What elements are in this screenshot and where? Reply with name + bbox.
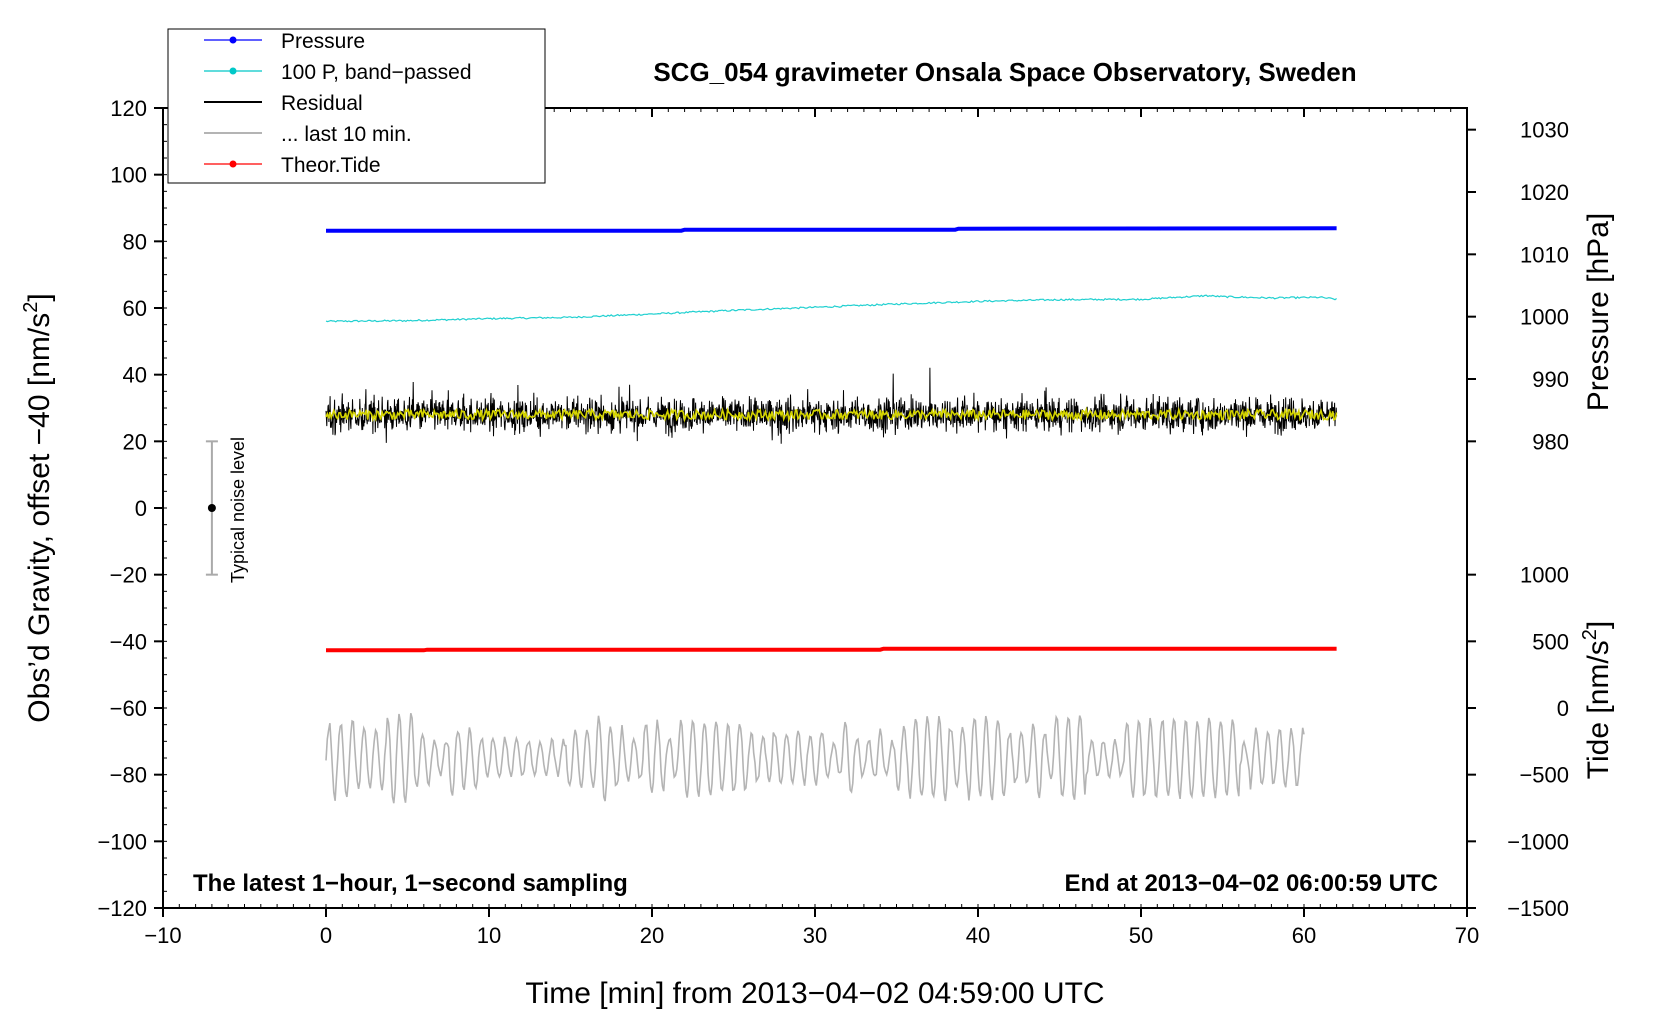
pressure-tick-label: 1010 — [1520, 242, 1569, 267]
tide-tick-label: −1500 — [1507, 896, 1569, 921]
y-tick-label: −100 — [97, 829, 147, 854]
y-tick-label: −40 — [110, 629, 147, 654]
tide-tick-label: 1000 — [1520, 563, 1569, 588]
tide-tick-label: −1000 — [1507, 829, 1569, 854]
pressure-tick-label: 1020 — [1520, 180, 1569, 205]
series-theoretical-tide — [326, 646, 1337, 653]
series-last-10-min — [325, 712, 1305, 804]
y-tide-end: ] — [1582, 621, 1615, 629]
tide-axis-ticks: 1000 500 0 −500 −1000 −1500 — [1467, 563, 1569, 921]
y-axis-title-pressure: Pressure [hPa] — [1582, 213, 1615, 411]
tide-tick-label: 500 — [1532, 629, 1569, 654]
legend-label: Pressure — [281, 30, 365, 53]
noise-bar-center-dot — [207, 504, 216, 512]
x-axis-ticks: −10 0 10 20 30 40 50 60 70 — [144, 108, 1479, 948]
y-tick-label: 120 — [110, 96, 147, 121]
legend-marker — [229, 160, 237, 168]
y-tide-sup: 2 — [1579, 629, 1601, 640]
y-tick-label: −20 — [110, 563, 147, 588]
x-axis-title: Time [min] from 2013−04−02 04:59:00 UTC — [525, 977, 1104, 1010]
y-tick-label: 20 — [123, 429, 147, 454]
x-tick-label: 20 — [640, 923, 664, 948]
tide-tick-label: −500 — [1519, 763, 1569, 788]
y-left-main: Obs’d Gravity, offset −40 [nm/s — [23, 313, 56, 723]
pressure-tick-label: 980 — [1532, 429, 1569, 454]
y-left-sup: 2 — [20, 302, 42, 313]
noise-level-label: Typical noise level — [228, 437, 248, 583]
y-axis-title-left: Obs’d Gravity, offset −40 [nm/s2] — [20, 293, 56, 722]
y-tick-label: 80 — [123, 229, 147, 254]
series-pressure — [326, 226, 1337, 233]
x-tick-label: 0 — [320, 923, 332, 948]
annotation-bottom-right: End at 2013−04−02 06:00:59 UTC — [1064, 870, 1438, 897]
y-tick-label: 0 — [135, 496, 147, 521]
chart-title: SCG_054 gravimeter Onsala Space Observat… — [653, 57, 1356, 87]
series-layer — [325, 226, 1338, 804]
pressure-tick-label: 990 — [1532, 367, 1569, 392]
y-tick-label: −80 — [110, 763, 147, 788]
series-residual-smoothed — [325, 406, 1338, 423]
legend-box — [167, 28, 546, 184]
legend-marker — [229, 67, 237, 75]
y-tick-label: 100 — [110, 163, 147, 188]
y-tide-main: Tide [nm/s — [1582, 640, 1615, 779]
legend-label: 100 P, band−passed — [281, 61, 472, 84]
x-tick-label: 60 — [1292, 923, 1316, 948]
x-tick-label: −10 — [144, 923, 181, 948]
x-tick-label: 40 — [966, 923, 990, 948]
pressure-tick-label: 1030 — [1520, 118, 1569, 143]
legend-label: Residual — [281, 92, 363, 115]
legend-label: Theor.Tide — [281, 154, 381, 177]
series-pressure-bandpassed — [325, 294, 1337, 323]
legend: Pressure 100 P, band−passed Residual ... la… — [167, 28, 546, 184]
pressure-axis-ticks: 1030 1020 1010 1000 990 980 — [1467, 118, 1569, 454]
noise-bar — [205, 440, 218, 576]
pressure-tick-label: 1000 — [1520, 305, 1569, 330]
y-left-end: ] — [23, 293, 56, 301]
tide-tick-label: 0 — [1557, 696, 1569, 721]
x-tick-label: 50 — [1129, 923, 1153, 948]
y-axis-title-tide: Tide [nm/s2] — [1579, 621, 1615, 779]
y-tick-label: −120 — [97, 896, 147, 921]
legend-label: ... last 10 min. — [281, 123, 412, 146]
annotation-bottom-left: The latest 1−hour, 1−second sampling — [193, 870, 628, 897]
y-tick-label: −60 — [110, 696, 147, 721]
y-tick-label: 60 — [123, 296, 147, 321]
series-residual — [325, 367, 1338, 444]
x-tick-label: 70 — [1455, 923, 1479, 948]
y-tick-label: 40 — [123, 363, 147, 388]
legend-marker — [229, 36, 237, 44]
x-tick-label: 30 — [803, 923, 827, 948]
x-tick-label: 10 — [477, 923, 501, 948]
y-axis-ticks: 120 100 80 60 40 20 0 −20 −40 −60 −80 −100 −120 — [97, 96, 163, 921]
